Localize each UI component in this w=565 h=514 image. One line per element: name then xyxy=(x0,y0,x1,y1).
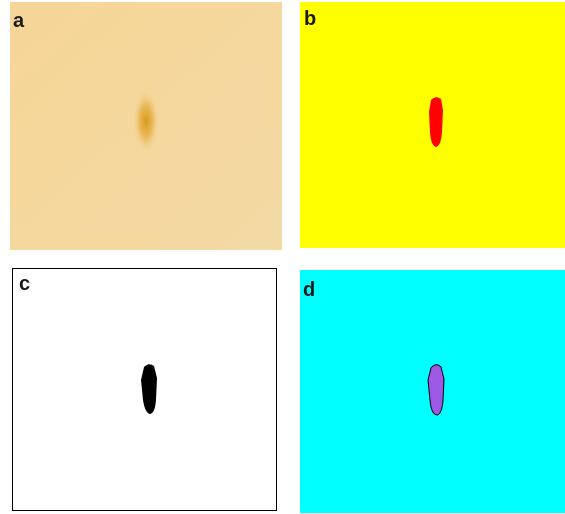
page: a b c d (() => { const data = JSON.parse… xyxy=(0,0,565,514)
panel-a: a xyxy=(10,2,282,250)
sample-spot xyxy=(133,89,159,153)
panel-b: b xyxy=(300,2,565,248)
panel-d: d xyxy=(300,270,565,513)
panel-label: c xyxy=(19,273,30,295)
panel-label: d xyxy=(303,279,315,301)
segmented-region xyxy=(429,97,443,147)
panel-c: c xyxy=(13,269,277,511)
figure: a b c d xyxy=(0,0,565,514)
panel-label: a xyxy=(13,10,25,32)
panel-label: b xyxy=(304,8,316,30)
